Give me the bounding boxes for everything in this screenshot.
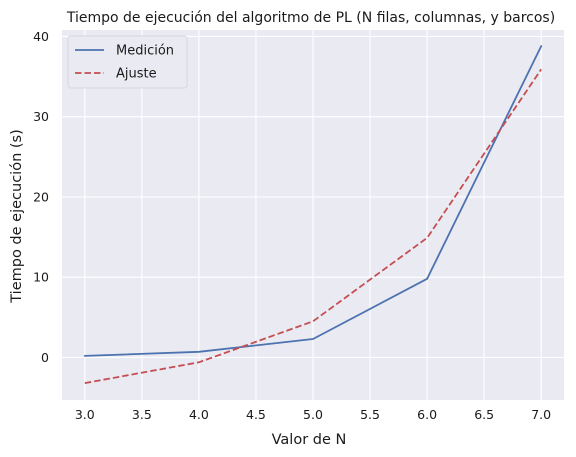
y-tick-label: 20 — [33, 189, 49, 204]
x-axis-ticks: 3.0 3.5 4.0 4.5 5.0 5.5 6.0 6.5 7.0 — [75, 407, 551, 422]
x-tick-label: 4.5 — [246, 407, 266, 422]
x-tick-label: 3.5 — [132, 407, 152, 422]
series-line-1 — [84, 68, 542, 384]
series-line-0 — [83, 45, 543, 357]
legend-box — [67, 35, 188, 89]
grid-lines — [62, 30, 564, 400]
y-tick-label: 40 — [33, 29, 49, 44]
legend-label-1: Ajuste — [116, 67, 157, 82]
chart-title: Tiempo de ejecución del algoritmo de PL … — [66, 10, 555, 26]
y-tick-label: 10 — [33, 270, 49, 285]
x-tick-label: 6.5 — [474, 407, 494, 422]
y-tick-label: 0 — [41, 350, 49, 365]
x-tick-label: 6.0 — [417, 407, 437, 422]
legend: Medición Ajuste — [67, 35, 188, 89]
y-axis-label: Tiempo de ejecución (s) — [9, 129, 25, 303]
x-tick-label: 7.0 — [531, 407, 551, 422]
series-lines — [83, 45, 543, 384]
x-tick-label: 5.5 — [360, 407, 380, 422]
x-tick-label: 3.0 — [75, 407, 95, 422]
y-tick-label: 30 — [33, 109, 49, 124]
x-axis-label: Valor de N — [272, 432, 347, 448]
x-tick-label: 4.0 — [189, 407, 209, 422]
y-axis-ticks: 0 10 20 30 40 — [33, 29, 49, 365]
x-tick-label: 5.0 — [303, 407, 323, 422]
legend-label-0: Medición — [116, 44, 174, 59]
